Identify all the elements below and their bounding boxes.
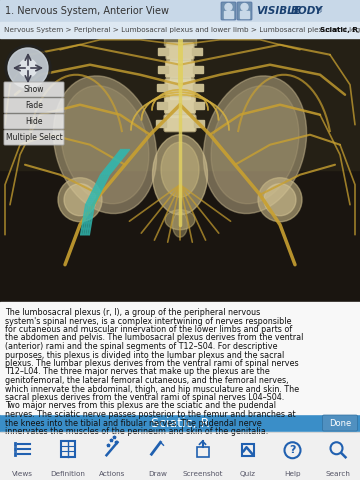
- Bar: [158, 48, 168, 55]
- Text: Sciatic, R: Sciatic, R: [320, 27, 358, 33]
- FancyBboxPatch shape: [165, 97, 195, 114]
- Ellipse shape: [165, 210, 195, 230]
- Text: genitofemoral, the lateral femoral cutaneous, and the femoral nerves,: genitofemoral, the lateral femoral cutan…: [5, 376, 288, 385]
- Bar: [157, 102, 166, 109]
- Bar: [242, 444, 253, 456]
- Bar: [0, 302, 360, 414]
- Text: Views: Views: [12, 471, 33, 477]
- Ellipse shape: [53, 76, 157, 214]
- Bar: [0, 432, 360, 480]
- Bar: [0, 414, 360, 432]
- Text: ?: ?: [289, 445, 296, 455]
- Bar: [197, 447, 208, 457]
- Text: ®: ®: [316, 8, 323, 14]
- Ellipse shape: [172, 212, 188, 237]
- Circle shape: [64, 184, 96, 216]
- Bar: [170, 95, 190, 99]
- Bar: [157, 84, 167, 91]
- Ellipse shape: [161, 142, 199, 197]
- Circle shape: [5, 45, 51, 91]
- Text: Sciatic, R: Sciatic, R: [151, 417, 209, 430]
- Text: Quiz: Quiz: [239, 471, 256, 477]
- FancyBboxPatch shape: [4, 82, 64, 97]
- Bar: [156, 120, 166, 127]
- FancyBboxPatch shape: [4, 130, 64, 145]
- FancyBboxPatch shape: [166, 43, 194, 60]
- Text: nerves. The sciatic nerve passes posterior to the femur and branches at: nerves. The sciatic nerve passes posteri…: [5, 410, 296, 419]
- Ellipse shape: [61, 86, 149, 204]
- Bar: [170, 59, 190, 63]
- Bar: [194, 102, 203, 109]
- Text: the knees into the tibial and fibular nerves. The pudendal nerve: the knees into the tibial and fibular ne…: [5, 419, 262, 428]
- Circle shape: [241, 3, 248, 11]
- Text: purposes, this plexus is divided into the lumbar plexus and the sacral: purposes, this plexus is divided into th…: [5, 350, 284, 360]
- Text: Nervous System > Peripheral > Lumbosacral plexus and lower limb > Lumbosacral pl: Nervous System > Peripheral > Lumbosacra…: [4, 27, 360, 33]
- Circle shape: [258, 178, 302, 222]
- Text: for cutaneous and muscular innervation of the lower limbs and parts of: for cutaneous and muscular innervation o…: [5, 325, 292, 334]
- FancyBboxPatch shape: [166, 61, 194, 78]
- Circle shape: [225, 3, 232, 11]
- Text: Screenshot: Screenshot: [182, 471, 223, 477]
- Ellipse shape: [203, 76, 307, 214]
- Text: BODY: BODY: [291, 6, 323, 16]
- Bar: [60, 441, 75, 457]
- Text: Help: Help: [284, 471, 301, 477]
- Text: which innervate the abdominal, thigh, and hip musculature and skin. The: which innervate the abdominal, thigh, an…: [5, 384, 299, 394]
- Text: Two major nerves from this plexus are the sciatic and the pudendal: Two major nerves from this plexus are th…: [5, 401, 276, 410]
- Bar: [0, 38, 360, 170]
- Ellipse shape: [153, 135, 207, 215]
- Text: VISIBLE: VISIBLE: [256, 6, 301, 16]
- Bar: [224, 11, 233, 18]
- Text: The lumbosacral plexus (r, l), a group of the peripheral nervous: The lumbosacral plexus (r, l), a group o…: [5, 308, 260, 317]
- Text: plexus. The lumbar plexus derives from the ventral rami of spinal nerves: plexus. The lumbar plexus derives from t…: [5, 359, 299, 368]
- FancyBboxPatch shape: [221, 2, 236, 20]
- Bar: [164, 15, 196, 45]
- Bar: [158, 66, 167, 73]
- Bar: [192, 48, 202, 55]
- Text: ’: ’: [287, 6, 290, 16]
- FancyBboxPatch shape: [4, 98, 64, 113]
- FancyBboxPatch shape: [165, 79, 195, 96]
- Text: Definition: Definition: [50, 471, 85, 477]
- FancyBboxPatch shape: [4, 114, 64, 129]
- Bar: [0, 0, 360, 22]
- Bar: [0, 22, 360, 38]
- FancyBboxPatch shape: [237, 2, 252, 20]
- Circle shape: [264, 184, 296, 216]
- Text: (anterior) rami and the spinal segments of T12–S04. For descriptive: (anterior) rami and the spinal segments …: [5, 342, 278, 351]
- Text: Draw: Draw: [148, 471, 167, 477]
- Bar: [240, 11, 249, 18]
- Bar: [194, 120, 204, 127]
- Text: 1. Nervous System, Anterior View: 1. Nervous System, Anterior View: [5, 6, 169, 16]
- Text: Actions: Actions: [99, 471, 126, 477]
- FancyBboxPatch shape: [164, 115, 196, 132]
- FancyBboxPatch shape: [323, 415, 357, 431]
- Bar: [193, 66, 202, 73]
- Text: Show: Show: [24, 85, 44, 94]
- Bar: [0, 38, 360, 302]
- Text: Hide: Hide: [25, 117, 43, 126]
- Bar: [193, 84, 203, 91]
- Text: innervates the muscles of the perineum and skin of the genitalia.: innervates the muscles of the perineum a…: [5, 427, 268, 436]
- Text: system's spinal nerves, is a complex intertwining of nerves responsible: system's spinal nerves, is a complex int…: [5, 316, 292, 325]
- Text: Fade: Fade: [25, 101, 43, 110]
- Circle shape: [19, 59, 37, 77]
- Text: T12–L04. The three major nerves that make up the plexus are the: T12–L04. The three major nerves that mak…: [5, 368, 270, 376]
- Text: sacral plexus derives from the ventral rami of spinal nerves L04–S04.: sacral plexus derives from the ventral r…: [5, 393, 284, 402]
- Text: the abdomen and pelvis. The lumbosacral plexus derives from the ventral: the abdomen and pelvis. The lumbosacral …: [5, 334, 303, 343]
- Bar: [170, 77, 190, 81]
- Circle shape: [8, 48, 48, 88]
- Text: Search: Search: [325, 471, 350, 477]
- Text: Done: Done: [329, 419, 351, 428]
- Bar: [170, 113, 190, 117]
- Ellipse shape: [211, 86, 299, 204]
- Text: Multiple Select: Multiple Select: [6, 133, 62, 142]
- Circle shape: [58, 178, 102, 222]
